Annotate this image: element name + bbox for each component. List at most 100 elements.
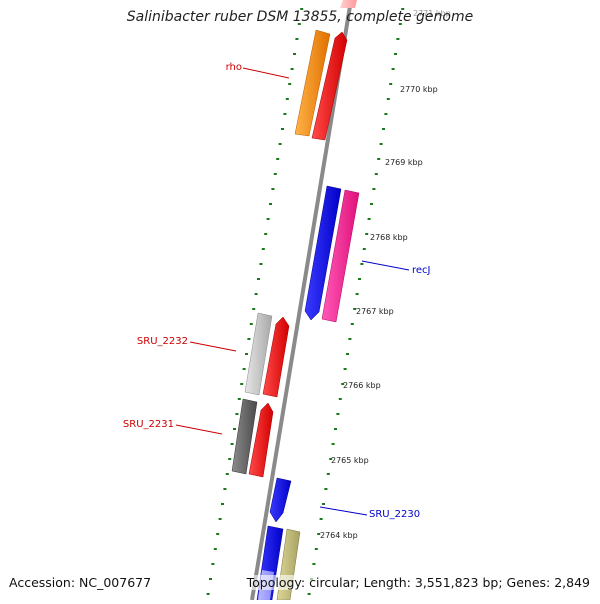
callout-line-SRU_2230 [319, 506, 368, 516]
tick-mark [206, 593, 210, 595]
tick-mark [365, 233, 369, 235]
tick-mark [228, 458, 232, 460]
tick-mark [322, 503, 325, 505]
tick-mark [225, 473, 229, 475]
tick-mark [348, 338, 352, 340]
gene-callouts [175, 67, 410, 516]
tick-mark [336, 413, 340, 415]
tick-mark [350, 323, 354, 325]
tick-mark [314, 548, 318, 550]
tick-mark [382, 128, 385, 130]
tick-mark [240, 383, 244, 385]
tick-mark [396, 38, 400, 40]
tick-mark [269, 203, 272, 205]
tick-mark [338, 398, 342, 400]
callout-line-SRU_2231 [175, 424, 223, 435]
gene-SRU_2230-arrow[interactable] [269, 477, 292, 523]
tick-mark [300, 8, 304, 10]
callout-line-rho [242, 67, 290, 79]
gene-label-SRU_2230[interactable]: SRU_2230 [369, 509, 420, 520]
tick-mark [209, 578, 212, 580]
scale-label: 2767 kbp [356, 307, 394, 316]
tick-mark [353, 308, 357, 310]
gene-label-SRU_2232[interactable]: SRU_2232 [137, 336, 188, 347]
gene-SRU_2231-arrow[interactable] [231, 398, 258, 475]
tick-mark [266, 218, 270, 220]
scale-label: 2769 kbp [385, 158, 423, 167]
tick-mark [391, 68, 395, 70]
gene-recJ-arrow[interactable] [304, 185, 342, 321]
accession-text: Accession: NC_007677 [9, 575, 152, 590]
tick-mark [245, 353, 248, 355]
gene-label-rho[interactable]: rho [226, 62, 242, 73]
orf-arrow-red-3 [248, 402, 274, 478]
gene-label-SRU_2231[interactable]: SRU_2231 [123, 419, 174, 430]
tick-mark [329, 458, 333, 460]
callout-line-SRU_2232 [189, 341, 237, 352]
tick-mark [293, 53, 296, 55]
tick-mark [281, 128, 284, 130]
tick-mark [358, 278, 361, 280]
tick-mark [319, 518, 323, 520]
tick-mark [216, 533, 220, 535]
tick-mark [362, 248, 366, 250]
tick-mark [360, 263, 364, 265]
tick-mark [249, 323, 253, 325]
scale-label: 2766 kbp [343, 381, 381, 390]
tick-mark [290, 68, 294, 70]
scale-label: 2764 kbp [320, 531, 358, 540]
tick-mark [242, 368, 246, 370]
tick-mark [264, 233, 268, 235]
tick-mark [317, 533, 321, 535]
tick-mark [343, 368, 347, 370]
tick-mark [273, 173, 277, 175]
tick-mark [211, 563, 215, 565]
tick-mark [285, 98, 289, 100]
orf-arrow-pink [321, 189, 360, 323]
tick-mark [367, 218, 371, 220]
gene-labels: rho recJ SRU_2232 SRU_2231 SRU_2230 [123, 62, 431, 520]
tick-mark [334, 428, 337, 430]
tick-mark [261, 248, 265, 250]
scale-label: 2770 kbp [400, 85, 438, 94]
gene-label-recJ[interactable]: recJ [412, 265, 431, 276]
tick-mark [221, 503, 224, 505]
tick-mark [355, 293, 359, 295]
tick-mark [346, 353, 349, 355]
scale-label: 2765 kbp [331, 456, 369, 465]
tick-mark [218, 518, 222, 520]
gene-SRU_2232-arrow[interactable] [244, 312, 273, 396]
tick-mark [341, 383, 345, 385]
tick-mark [394, 53, 397, 55]
tick-mark [223, 488, 227, 490]
tick-mark [283, 113, 287, 115]
tick-mark [324, 488, 328, 490]
tick-mark [233, 428, 236, 430]
scale-label: 2768 kbp [370, 233, 408, 242]
tick-mark [379, 143, 383, 145]
tick-mark [307, 593, 311, 595]
tick-mark [386, 98, 390, 100]
tick-mark [326, 473, 330, 475]
page-title: Salinibacter ruber DSM 13855, complete g… [126, 9, 474, 25]
tick-mark [254, 293, 258, 295]
tick-mark [384, 113, 388, 115]
tick-mark [372, 188, 376, 190]
orf-arrow-red-1 [311, 31, 348, 141]
orf-arrow-red-2 [262, 316, 290, 398]
gene-rho-arrow[interactable] [294, 29, 331, 137]
tick-mark [295, 38, 299, 40]
tick-mark [257, 278, 260, 280]
tick-mark [312, 563, 316, 565]
tick-mark [297, 23, 301, 25]
inner-tick-track [206, 8, 304, 595]
tick-mark [259, 263, 263, 265]
tick-mark [389, 83, 393, 85]
callout-line-recJ [361, 260, 410, 271]
tick-mark [271, 188, 275, 190]
outer-tick-track [307, 8, 405, 595]
tick-mark [374, 173, 378, 175]
scale-labels: 2771 kbp 2770 kbp 2769 kbp 2768 kbp 2767… [320, 9, 451, 540]
